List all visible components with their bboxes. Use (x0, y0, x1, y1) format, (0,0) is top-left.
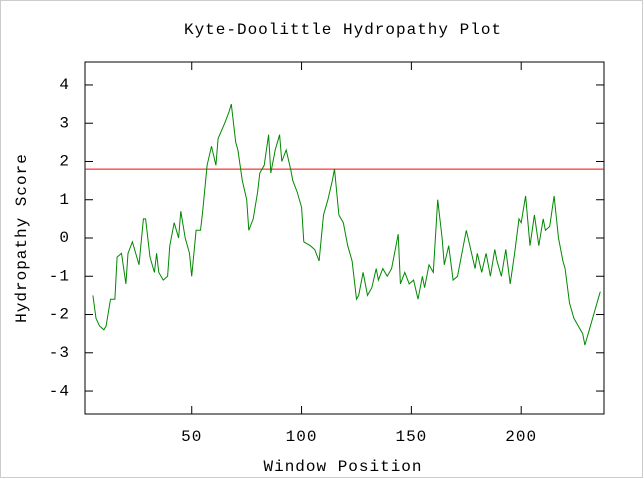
x-tick-label: 150 (395, 428, 427, 446)
x-tick-label: 50 (181, 428, 202, 446)
x-axis-label: Window Position (263, 458, 422, 476)
chart-title: Kyte-Doolittle Hydropathy Plot (184, 21, 502, 39)
y-tick-label: -4 (49, 382, 70, 400)
x-tick-label: 100 (286, 428, 318, 446)
x-tick-label: 200 (505, 428, 537, 446)
y-tick-label: 2 (59, 153, 70, 171)
y-tick-label: -2 (49, 306, 70, 324)
y-tick-label: 4 (59, 76, 70, 94)
y-tick-label: 3 (59, 114, 70, 132)
y-tick-label: 0 (59, 229, 70, 247)
y-axis-label: Hydropathy Score (13, 153, 31, 323)
data-line (92, 103, 601, 346)
y-tick-label: -1 (49, 267, 70, 285)
y-tick-label: -3 (49, 344, 70, 362)
y-tick-label: 1 (59, 191, 70, 209)
